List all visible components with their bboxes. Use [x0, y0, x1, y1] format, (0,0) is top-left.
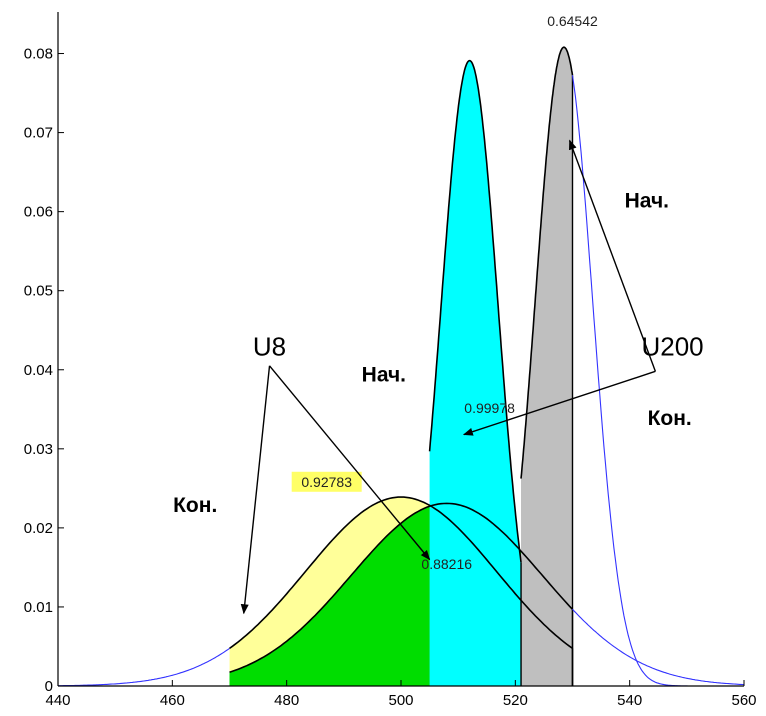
u200-tail-right-line	[571, 75, 744, 687]
y-tick-label: 0.03	[24, 441, 53, 458]
val-092783-highlight	[291, 471, 362, 492]
x-tick-label: 560	[731, 692, 756, 709]
y-tick-label: 0	[45, 678, 53, 695]
annotation-u200: U200	[641, 332, 703, 362]
u200-end-line	[428, 59, 522, 563]
u200-start-line	[520, 46, 574, 479]
x-tick-label: 540	[617, 692, 642, 709]
tick-labels: 440 460 480 500 520 540 560 0 0.01 0.02 0.03 0.04 0.…	[24, 46, 757, 709]
y-tick-label: 0.01	[24, 599, 53, 616]
u8-end-line	[229, 502, 574, 674]
y-tick-label: 0.08	[24, 46, 53, 63]
val-064542-label: 0.64542	[547, 13, 598, 29]
x-tick-label: 440	[45, 692, 70, 709]
x-tick-label: 480	[274, 692, 299, 709]
y-tick-label: 0.07	[24, 125, 53, 142]
u200-start-fill	[521, 47, 573, 686]
annotation-u8-kon: Кон.	[173, 494, 217, 517]
y-tick-label: 0.04	[24, 362, 53, 379]
x-tick-label: 520	[503, 692, 528, 709]
y-tick-label: 0.02	[24, 520, 53, 537]
annotation-u8-nach: Нач.	[362, 364, 406, 387]
y-tick-label: 0.06	[24, 204, 53, 221]
u8-tail-right-line	[572, 608, 745, 686]
val-088216-label: 0.88216	[421, 556, 472, 572]
arrow-u8-nach	[268, 365, 431, 561]
curve-fills	[229, 47, 573, 686]
value-labels: 0.64542 0.99978 0.92783 0.88216	[291, 13, 598, 572]
annotations: U8 U200 Нач. Кон. Нач. Кон.	[173, 139, 704, 615]
u200-end-fill	[429, 60, 522, 686]
annotation-u200-kon: Кон.	[648, 407, 692, 430]
annotation-u200-nach: Нач.	[625, 190, 669, 213]
curve-lines	[58, 46, 745, 687]
arrow-u200-kon	[462, 370, 656, 436]
x-tick-label: 500	[388, 692, 413, 709]
annotation-u8: U8	[253, 332, 286, 362]
val-099978-label: 0.99978	[464, 400, 515, 416]
val-092783-label: 0.92783	[301, 474, 352, 490]
x-tick-label: 460	[160, 692, 185, 709]
arrow-u200-nach	[568, 139, 657, 372]
arrow-u8-kon	[240, 365, 271, 615]
u8-start-line	[229, 496, 573, 650]
y-tick-label: 0.05	[24, 283, 53, 300]
u8-tail-left-line	[58, 647, 230, 687]
